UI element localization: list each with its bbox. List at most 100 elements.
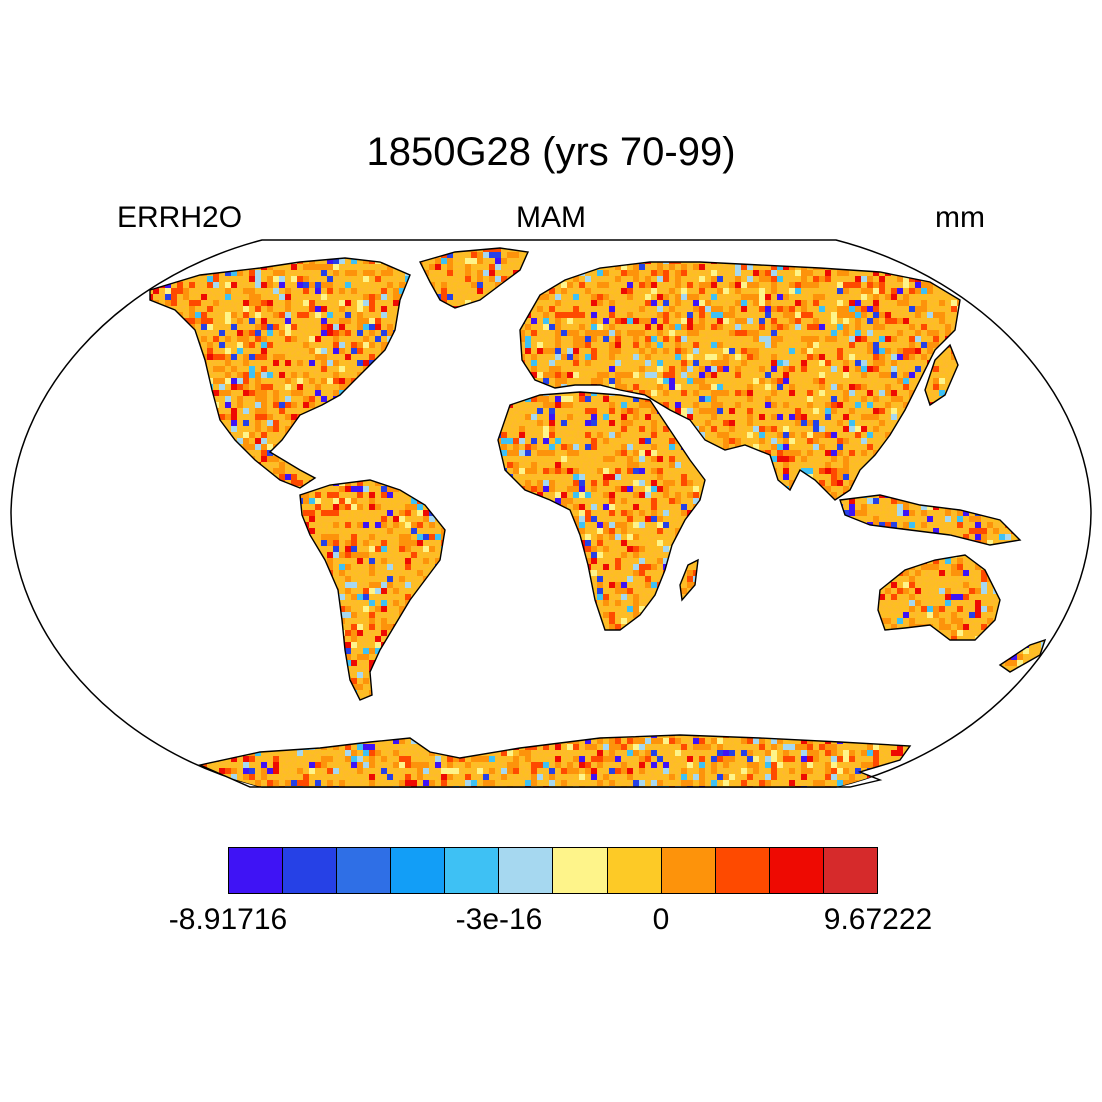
- data-cell: [171, 248, 177, 252]
- data-cell: [747, 390, 753, 396]
- data-cell: [843, 510, 849, 516]
- data-cell: [225, 312, 231, 318]
- data-cell: [375, 318, 381, 324]
- data-cell: [471, 258, 477, 264]
- data-cell: [81, 276, 87, 282]
- data-cell: [1083, 408, 1089, 414]
- data-cell: [537, 372, 543, 378]
- data-cell: [87, 246, 93, 252]
- data-cell: [657, 306, 663, 312]
- data-cell: [21, 252, 27, 258]
- data-cell: [279, 294, 285, 300]
- data-cell: [1041, 318, 1045, 324]
- data-cell: [699, 426, 705, 432]
- data-cell: [345, 564, 351, 570]
- data-cell: [777, 276, 783, 282]
- data-cell: [915, 336, 921, 342]
- data-cell: [261, 444, 267, 450]
- data-cell: [261, 432, 267, 438]
- data-cell: [681, 504, 687, 510]
- data-cell: [855, 312, 861, 318]
- data-cell: [399, 606, 405, 612]
- data-cell: [399, 540, 405, 546]
- data-cell: [759, 432, 765, 438]
- data-cell: [381, 516, 387, 522]
- data-cell: [555, 354, 561, 360]
- data-cell: [183, 258, 189, 264]
- data-cell: [573, 276, 579, 282]
- data-cell: [597, 588, 603, 594]
- data-cell: [615, 378, 621, 384]
- data-cell: [717, 384, 723, 390]
- data-cell: [1053, 348, 1059, 354]
- data-cell: [261, 372, 267, 378]
- data-cell: [387, 270, 393, 276]
- data-cell: [867, 498, 873, 504]
- data-cell: [1035, 336, 1041, 342]
- data-cell: [117, 300, 123, 306]
- data-cell: [717, 342, 723, 348]
- data-cell: [579, 510, 585, 516]
- data-cell: [543, 294, 549, 300]
- data-cell: [909, 522, 915, 528]
- data-cell: [783, 438, 789, 444]
- data-cell: [933, 252, 939, 258]
- data-cell: [51, 246, 57, 252]
- data-cell: [897, 354, 903, 360]
- data-cell: [969, 528, 975, 534]
- data-cell: [1035, 248, 1041, 252]
- data-cell: [633, 372, 639, 378]
- data-cell: [903, 354, 909, 360]
- data-cell: [615, 432, 621, 438]
- data-cell: [681, 474, 687, 480]
- data-cell: [255, 300, 261, 306]
- data-cell: [579, 504, 585, 510]
- data-cell: [711, 342, 717, 348]
- data-cell: [663, 378, 669, 384]
- data-cell: [651, 450, 657, 456]
- data-cell: [591, 336, 597, 342]
- data-cell: [873, 396, 879, 402]
- data-cell: [165, 294, 171, 300]
- data-cell: [15, 360, 21, 366]
- data-cell: [807, 432, 813, 438]
- data-cell: [69, 288, 75, 294]
- data-cell: [273, 456, 279, 462]
- data-cell: [597, 330, 603, 336]
- data-cell: [69, 246, 75, 252]
- data-cell: [819, 354, 825, 360]
- data-cell: [927, 342, 933, 348]
- data-cell: [441, 528, 447, 534]
- data-cell: [285, 336, 291, 342]
- data-cell: [303, 510, 309, 516]
- data-cell: [687, 294, 693, 300]
- data-cell: [303, 396, 309, 402]
- data-cell: [837, 420, 843, 426]
- data-cell: [345, 582, 351, 588]
- data-cell: [717, 432, 723, 438]
- data-cell: [759, 324, 765, 330]
- data-cell: [1071, 294, 1077, 300]
- data-cell: [465, 276, 471, 282]
- data-cell: [747, 348, 753, 354]
- data-cell: [825, 402, 831, 408]
- data-cell: [405, 504, 411, 510]
- data-cell: [609, 330, 615, 336]
- data-cell: [501, 444, 507, 450]
- data-cell: [333, 372, 339, 378]
- data-cell: [447, 264, 453, 270]
- data-cell: [585, 510, 591, 516]
- data-cell: [981, 576, 987, 582]
- data-cell: [771, 438, 777, 444]
- data-cell: [21, 426, 27, 432]
- data-cell: [951, 570, 957, 576]
- data-cell: [573, 354, 579, 360]
- data-cell: [693, 390, 699, 396]
- data-cell: [723, 420, 729, 426]
- data-cell: [1077, 252, 1083, 258]
- data-cell: [1005, 288, 1011, 294]
- data-cell: [237, 336, 243, 342]
- data-cell: [45, 330, 51, 336]
- data-cell: [867, 318, 873, 324]
- data-cell: [651, 480, 657, 486]
